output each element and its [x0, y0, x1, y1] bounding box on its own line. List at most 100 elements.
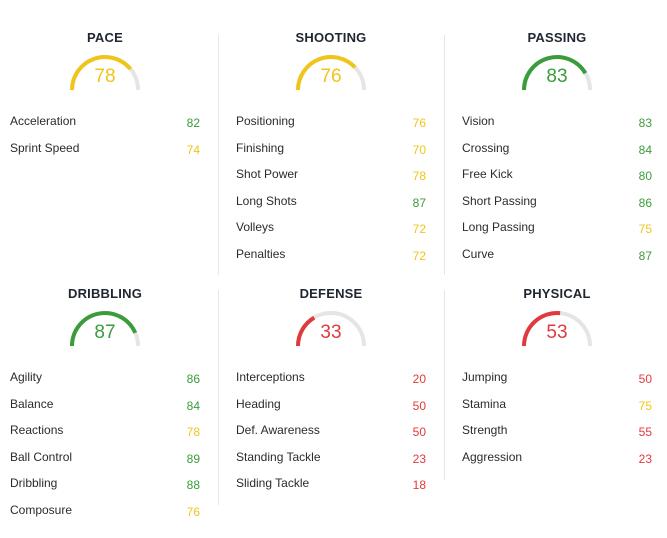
stat-row: Strength 55: [462, 423, 652, 443]
stat-row: Finishing 70: [236, 141, 426, 161]
stat-label: Agility: [10, 370, 43, 384]
stat-row: Aggression 23: [462, 450, 652, 470]
rating-gauge: 87: [68, 309, 142, 349]
stat-label: Reactions: [10, 423, 64, 437]
stat-label: Dribbling: [10, 476, 58, 490]
column-divider: [444, 35, 445, 275]
stat-value: 75: [638, 222, 652, 236]
gauge-fill: [522, 55, 588, 91]
stat-row: Jumping 50: [462, 370, 652, 390]
stat-label: Stamina: [462, 396, 507, 411]
stat-label: Sprint Speed: [10, 140, 80, 155]
stat-row: Acceleration 82: [10, 114, 200, 134]
stat-label: Heading: [236, 396, 281, 411]
stat-value: 23: [412, 451, 426, 466]
stat-value: 84: [638, 142, 652, 157]
stat-value: 82: [186, 116, 200, 130]
stat-row: Heading 50: [236, 397, 426, 417]
stat-value: 50: [412, 398, 426, 413]
rating-value: 33: [320, 322, 342, 343]
stat-label: Long Shots: [236, 193, 297, 208]
rating-value: 76: [320, 66, 342, 87]
stat-label: Curve: [462, 246, 495, 261]
rating-value: 78: [94, 66, 116, 87]
stat-value: 80: [638, 169, 652, 183]
group-title: DEFENSE: [299, 286, 363, 301]
stat-row: Penalties 72: [236, 247, 426, 267]
stat-value: 78: [186, 425, 200, 439]
stat-row: Def. Awareness 50: [236, 423, 426, 443]
stat-row: Balance 84: [10, 397, 200, 417]
gauge-fill: [296, 315, 316, 347]
rating-gauge: 33: [294, 309, 368, 349]
rating-value: 83: [546, 66, 568, 87]
stat-row: Shot Power 78: [236, 167, 426, 187]
stat-label: Penalties: [236, 246, 286, 261]
stat-value: 78: [412, 169, 426, 183]
stat-row: Interceptions 20: [236, 370, 426, 390]
stat-label: Free Kick: [462, 167, 513, 181]
stat-value: 88: [186, 478, 200, 492]
group-title: PACE: [87, 30, 123, 45]
gauge-fill: [296, 55, 357, 91]
group-title: PHYSICAL: [523, 286, 591, 301]
column-divider: [218, 290, 219, 505]
column-divider: [218, 35, 219, 275]
rating-gauge: 83: [520, 53, 594, 93]
stat-row: Sliding Tackle 18: [236, 476, 426, 496]
stat-label: Def. Awareness: [236, 423, 320, 437]
stat-value: 55: [638, 425, 652, 439]
stat-label: Composure: [10, 502, 73, 517]
stat-row: Vision 83: [462, 114, 652, 134]
stat-label: Positioning: [236, 114, 295, 128]
stat-label: Short Passing: [462, 193, 537, 208]
stat-value: 76: [186, 504, 200, 519]
stat-value: 75: [638, 398, 652, 413]
stat-label: Jumping: [462, 370, 508, 384]
stat-label: Strength: [462, 423, 508, 437]
gauge-fill: [70, 310, 138, 347]
stat-row: Agility 86: [10, 370, 200, 390]
stat-row: Curve 87: [462, 247, 652, 267]
stat-row: Free Kick 80: [462, 167, 652, 187]
stat-row: Standing Tackle 23: [236, 450, 426, 470]
stat-label: Crossing: [462, 140, 510, 155]
stat-label: Long Passing: [462, 220, 535, 234]
stat-value: 87: [638, 248, 652, 263]
stat-value: 87: [412, 195, 426, 210]
stat-row: Stamina 75: [462, 397, 652, 417]
stat-row: Crossing 84: [462, 141, 652, 161]
stat-row: Ball Control 89: [10, 450, 200, 470]
stat-value: 84: [186, 398, 200, 413]
stat-label: Balance: [10, 396, 54, 411]
stat-value: 83: [638, 116, 652, 130]
gauge-fill: [522, 311, 561, 347]
stat-value: 72: [412, 248, 426, 263]
group-title: PASSING: [527, 30, 587, 45]
stat-value: 86: [638, 195, 652, 210]
stat-value: 50: [638, 372, 652, 386]
rating-gauge: 53: [520, 309, 594, 349]
stat-row: Reactions 78: [10, 423, 200, 443]
stat-row: Long Shots 87: [236, 194, 426, 214]
stat-value: 74: [186, 142, 200, 157]
group-title: DRIBBLING: [67, 286, 143, 301]
stat-row: Short Passing 86: [462, 194, 652, 214]
stat-row: Volleys 72: [236, 220, 426, 240]
stat-label: Volleys: [236, 220, 275, 234]
stat-label: Standing Tackle: [236, 449, 321, 464]
stat-label: Shot Power: [236, 167, 299, 181]
stat-label: Interceptions: [236, 370, 305, 384]
rating-value: 87: [94, 322, 116, 343]
stat-value: 89: [186, 451, 200, 466]
stat-label: Aggression: [462, 449, 523, 464]
stat-row: Positioning 76: [236, 114, 426, 134]
stat-row: Composure 76: [10, 503, 200, 523]
stat-row: Sprint Speed 74: [10, 141, 200, 161]
rating-value: 53: [546, 322, 568, 343]
gauge-fill: [70, 55, 132, 91]
stat-value: 70: [412, 142, 426, 157]
stat-label: Vision: [462, 114, 495, 128]
stat-label: Finishing: [236, 140, 285, 155]
stat-row: Dribbling 88: [10, 476, 200, 496]
